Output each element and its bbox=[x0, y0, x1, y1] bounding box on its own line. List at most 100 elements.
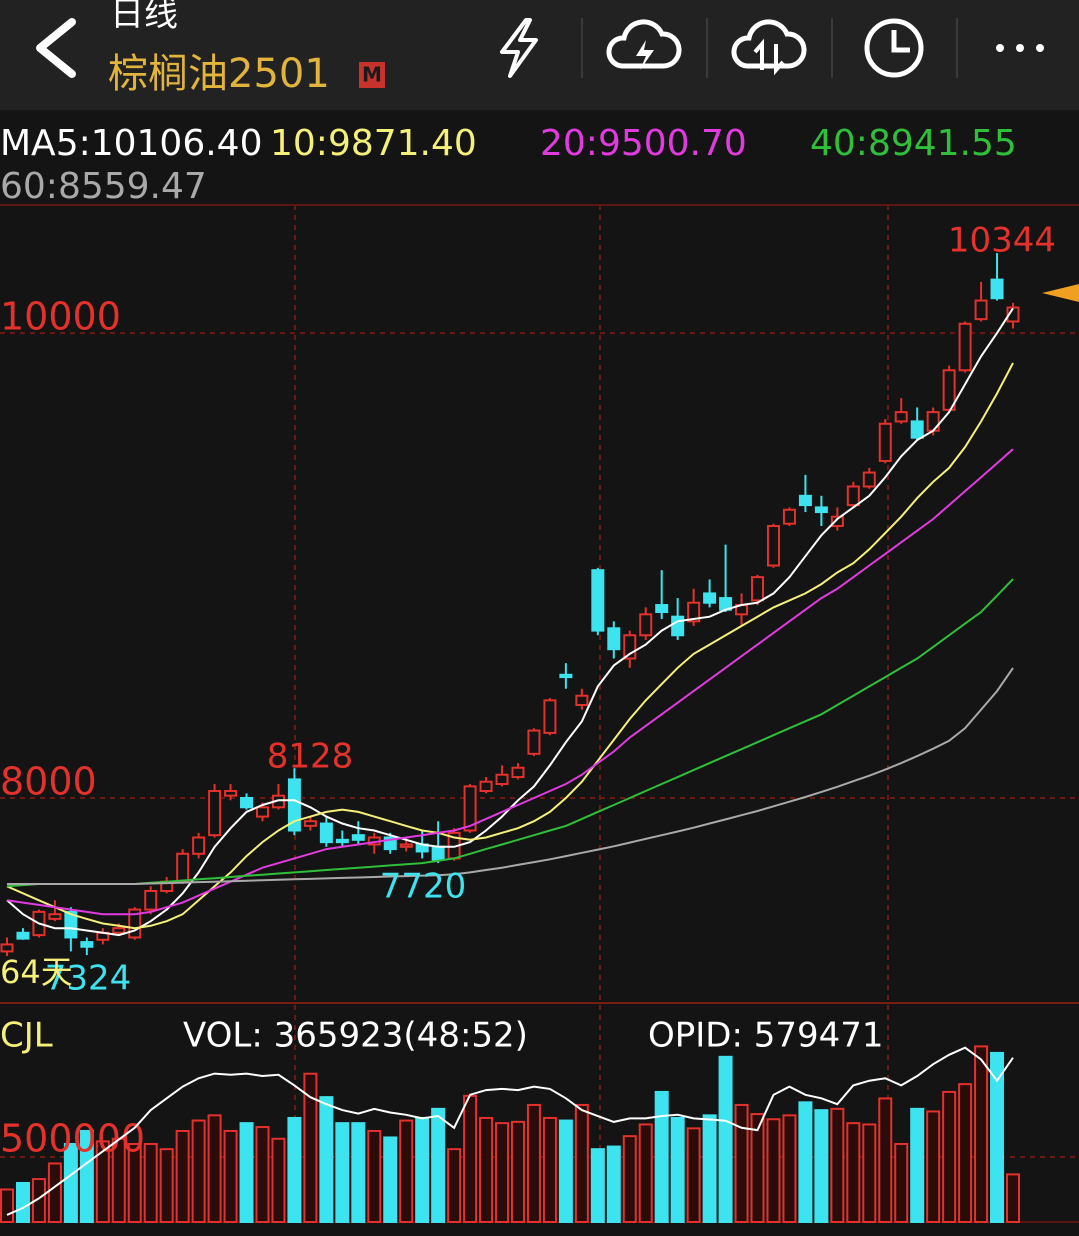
clock-button[interactable] bbox=[864, 18, 924, 78]
volume-bar bbox=[335, 1122, 350, 1223]
back-button[interactable] bbox=[36, 18, 76, 78]
volume-bar bbox=[367, 1129, 382, 1223]
volume-bar bbox=[479, 1116, 494, 1224]
flash-button[interactable] bbox=[500, 18, 538, 78]
volume-bar bbox=[31, 1178, 46, 1223]
volume-bar bbox=[542, 1116, 557, 1224]
volume-bar bbox=[526, 1103, 541, 1224]
volume-bar bbox=[159, 1148, 174, 1224]
candle-body bbox=[894, 411, 908, 423]
candle-body bbox=[64, 910, 78, 939]
volume-bar bbox=[974, 1045, 989, 1224]
period-count: 64天 bbox=[0, 953, 73, 991]
header-bar bbox=[0, 0, 1079, 110]
candle-body bbox=[80, 941, 94, 948]
cloud-flash-button[interactable] bbox=[606, 19, 682, 70]
candle-body bbox=[1006, 306, 1020, 323]
volume-bar bbox=[766, 1118, 781, 1224]
candle-body bbox=[703, 592, 717, 604]
ma-line bbox=[6, 362, 1014, 930]
candle-body bbox=[766, 525, 780, 567]
price-marker bbox=[1042, 284, 1079, 302]
y-tick-label: 500000 bbox=[0, 1116, 145, 1160]
low-label: 7324 bbox=[45, 959, 132, 999]
candle-body bbox=[176, 852, 190, 883]
candle-body bbox=[255, 806, 269, 818]
candle-body bbox=[399, 843, 413, 848]
ma-line bbox=[6, 578, 1014, 888]
volume-bar bbox=[894, 1142, 909, 1223]
volume-bar bbox=[510, 1120, 525, 1224]
volume-bar bbox=[463, 1094, 478, 1223]
price-chart: 8000 10000 MA5:10106.40 10:9871.40 20:9500.7… bbox=[0, 123, 1079, 957]
candle-body bbox=[575, 694, 589, 706]
candle-body bbox=[862, 471, 876, 488]
more-button[interactable] bbox=[996, 44, 1044, 52]
volume-bar bbox=[47, 1162, 62, 1224]
volume-bar bbox=[862, 1123, 877, 1223]
legend-entry: MA5:10106.40 bbox=[0, 123, 263, 164]
candle-body bbox=[623, 634, 637, 660]
candle-body bbox=[383, 836, 397, 851]
dot bbox=[1036, 44, 1044, 52]
clock-icon bbox=[864, 18, 924, 78]
candle-body bbox=[878, 422, 892, 462]
volume-bar bbox=[846, 1122, 861, 1223]
legend-entry: 10:9871.40 bbox=[270, 123, 477, 164]
candle-body bbox=[48, 913, 62, 920]
volume-bar bbox=[143, 1142, 158, 1223]
volume-bar bbox=[447, 1148, 462, 1224]
candle-body bbox=[0, 943, 14, 953]
y-tick-label: 8000 bbox=[0, 759, 97, 803]
volume-bar bbox=[303, 1072, 318, 1224]
candle-body bbox=[463, 785, 477, 832]
legend-entry: 40:8941.55 bbox=[810, 123, 1017, 164]
volume-bar bbox=[79, 1129, 94, 1223]
candle-body bbox=[990, 278, 1004, 300]
candle-body bbox=[671, 615, 685, 637]
candle-body bbox=[208, 790, 222, 837]
volume-label: VOL: 365923(48:52) bbox=[183, 1016, 528, 1056]
candle-body bbox=[543, 699, 557, 734]
candle-body bbox=[495, 773, 509, 786]
volume-bar bbox=[207, 1114, 222, 1224]
volume-bar bbox=[15, 1181, 30, 1223]
candle-body bbox=[431, 845, 445, 861]
volume-bar bbox=[399, 1119, 414, 1223]
volume-bar bbox=[606, 1145, 621, 1224]
volume-bar bbox=[319, 1096, 334, 1224]
candle-body bbox=[974, 299, 988, 321]
candle-body bbox=[224, 790, 238, 797]
dot bbox=[996, 44, 1004, 52]
cloud-sync-button[interactable] bbox=[731, 19, 807, 76]
candle-body bbox=[830, 515, 844, 528]
volume-bar bbox=[415, 1116, 430, 1224]
candle-body bbox=[591, 569, 605, 632]
badge: M bbox=[362, 63, 382, 87]
legend-entry: 20:9500.70 bbox=[540, 123, 747, 164]
cloud-icon bbox=[606, 19, 682, 69]
candle-body bbox=[511, 766, 525, 779]
volume-bar bbox=[718, 1055, 733, 1224]
volume-bar bbox=[191, 1119, 206, 1223]
candle-body bbox=[798, 494, 812, 507]
candle-body bbox=[655, 604, 669, 614]
volume-bar bbox=[95, 1140, 110, 1223]
volume-bar bbox=[990, 1051, 1005, 1224]
ma-line bbox=[6, 448, 1014, 916]
volume-bar bbox=[878, 1097, 893, 1224]
volume-bar bbox=[255, 1126, 270, 1223]
candle-body bbox=[958, 322, 972, 372]
volume-bar bbox=[654, 1090, 669, 1223]
open-interest-line bbox=[6, 1046, 1014, 1216]
candle-body bbox=[687, 601, 701, 623]
candle-body bbox=[942, 369, 956, 411]
ma-line bbox=[6, 307, 1014, 937]
candle-body bbox=[639, 613, 653, 637]
high-label: 8128 bbox=[267, 737, 354, 777]
volume-bar bbox=[431, 1107, 446, 1224]
candle-body bbox=[926, 411, 940, 432]
candle-body bbox=[319, 822, 333, 844]
